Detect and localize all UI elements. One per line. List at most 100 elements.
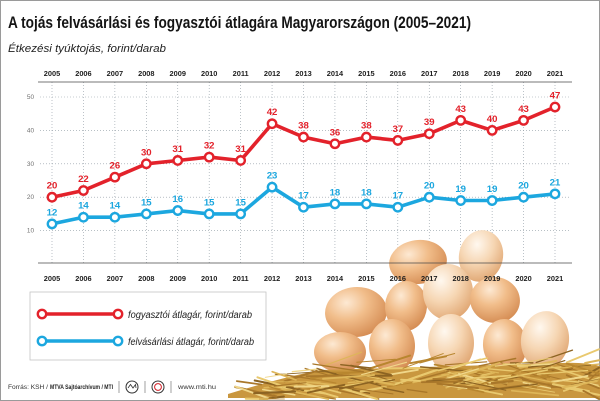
- data-point: [172, 205, 184, 216]
- data-point: [78, 185, 89, 196]
- egg: [520, 311, 570, 369]
- website-link[interactable]: www.mti.hu: [177, 384, 217, 391]
- data-point: [455, 114, 467, 126]
- source-agency: MTVA Sajtóarchívum / MTI: [50, 384, 113, 391]
- data-point: [518, 114, 529, 126]
- top-year-label: 2016: [390, 69, 406, 78]
- legend-box: [29, 291, 267, 361]
- straw-strand: [400, 378, 421, 382]
- legend-item-producer: felvásárlási átlagár, forint/darab: [36, 335, 254, 348]
- straw-strand: [234, 385, 270, 400]
- straw-strand: [373, 380, 395, 386]
- straw-strand: [478, 357, 517, 367]
- straw-strand: [406, 388, 428, 393]
- y-tick-label: 50: [27, 94, 35, 101]
- straw-strand: [516, 357, 552, 365]
- bottom-year-label: 2012: [264, 274, 280, 283]
- legend-item-consumer: fogyasztói átlagár, forint/darab: [36, 308, 252, 321]
- data-label: 31: [172, 144, 183, 155]
- data-label: 17: [392, 191, 403, 202]
- data-label: 30: [141, 147, 152, 158]
- straw-strand: [497, 369, 549, 381]
- footer: Forrás: KSH / MTVA Sajtóarchívum / MTI w…: [8, 380, 217, 394]
- straw-strand: [283, 369, 318, 383]
- straw-strand: [273, 382, 307, 387]
- straw-strand: [551, 365, 578, 374]
- data-label: 42: [267, 107, 278, 118]
- y-tick-label: 40: [27, 127, 35, 134]
- plot-area: 2005 2005 2006 2006 2007 2007 2008 2008 2009 2009…: [27, 69, 572, 283]
- straw-strand: [561, 380, 598, 389]
- data-point: [518, 191, 529, 203]
- straw-strand: [309, 377, 337, 384]
- top-year-label: 2005: [44, 69, 60, 78]
- top-year-label: 2013: [295, 69, 311, 78]
- data-point: [298, 131, 309, 143]
- data-label: 16: [172, 194, 183, 205]
- straw-strand: [361, 361, 408, 376]
- straw-strand: [350, 364, 392, 376]
- straw-strand: [436, 382, 480, 390]
- data-label: 15: [235, 197, 246, 208]
- data-point: [109, 211, 121, 223]
- legend-label: felvásárlási átlagár, forint/darab: [128, 337, 254, 348]
- data-point: [392, 201, 404, 213]
- data-label: 21: [550, 177, 561, 188]
- data-point: [360, 131, 372, 143]
- data-label: 38: [298, 121, 309, 132]
- y-tick-label: 20: [27, 194, 35, 201]
- data-label: 39: [424, 117, 435, 128]
- top-year-label: 2011: [233, 69, 249, 78]
- data-label: 15: [141, 197, 152, 208]
- top-year-label: 2007: [107, 69, 123, 78]
- data-label: 14: [110, 201, 121, 212]
- straw-strand: [582, 389, 600, 400]
- top-year-label: 2012: [264, 69, 280, 78]
- egg: [458, 230, 504, 282]
- bottom-year-label: 2019: [484, 274, 500, 283]
- top-year-label: 2009: [170, 69, 186, 78]
- straw-strand: [477, 368, 500, 374]
- mti-logo: [151, 380, 165, 394]
- data-point: [203, 151, 215, 163]
- data-point: [46, 218, 58, 230]
- straw-strand: [437, 357, 488, 372]
- data-point: [455, 195, 467, 206]
- egg: [314, 332, 366, 372]
- data-label: 20: [424, 181, 435, 192]
- straw-strand: [459, 364, 496, 378]
- data-point: [172, 155, 184, 166]
- bottom-year-label: 2006: [75, 274, 91, 283]
- data-label: 12: [47, 207, 58, 218]
- data-point: [423, 191, 435, 203]
- straw-strand: [300, 381, 342, 394]
- top-year-label: 2014: [327, 69, 344, 78]
- straw-strand: [565, 348, 600, 364]
- straw-strand: [312, 363, 365, 373]
- bottom-year-label: 2010: [201, 274, 217, 283]
- egg: [369, 319, 415, 373]
- top-year-label: 2008: [138, 69, 154, 78]
- data-point: [549, 188, 561, 200]
- data-point: [329, 138, 341, 150]
- legend-label: fogyasztói átlagár, forint/darab: [128, 310, 252, 321]
- straw-strand: [348, 387, 394, 395]
- data-point: [46, 191, 58, 203]
- straw-strand: [488, 383, 538, 391]
- data-point: [235, 208, 247, 220]
- straw-strand: [486, 379, 514, 385]
- top-year-label: 2021: [547, 69, 563, 78]
- straw-strand: [584, 359, 600, 365]
- series-consumer-price: 20 22 26 30 31 32 31 42 38 36 38 37 39 43 40 43 47: [46, 91, 561, 203]
- chart-subtitle: Étkezési tyúktojás, forint/darab: [8, 42, 166, 55]
- data-label: 15: [204, 197, 215, 208]
- straw-strand: [322, 351, 362, 367]
- data-label: 43: [455, 104, 466, 115]
- source-label: Forrás: KSH /: [8, 384, 48, 391]
- straw-strand: [382, 387, 405, 394]
- data-label: 18: [330, 187, 341, 198]
- straw-strand: [390, 368, 419, 376]
- data-label: 40: [487, 114, 498, 125]
- data-point: [486, 124, 498, 136]
